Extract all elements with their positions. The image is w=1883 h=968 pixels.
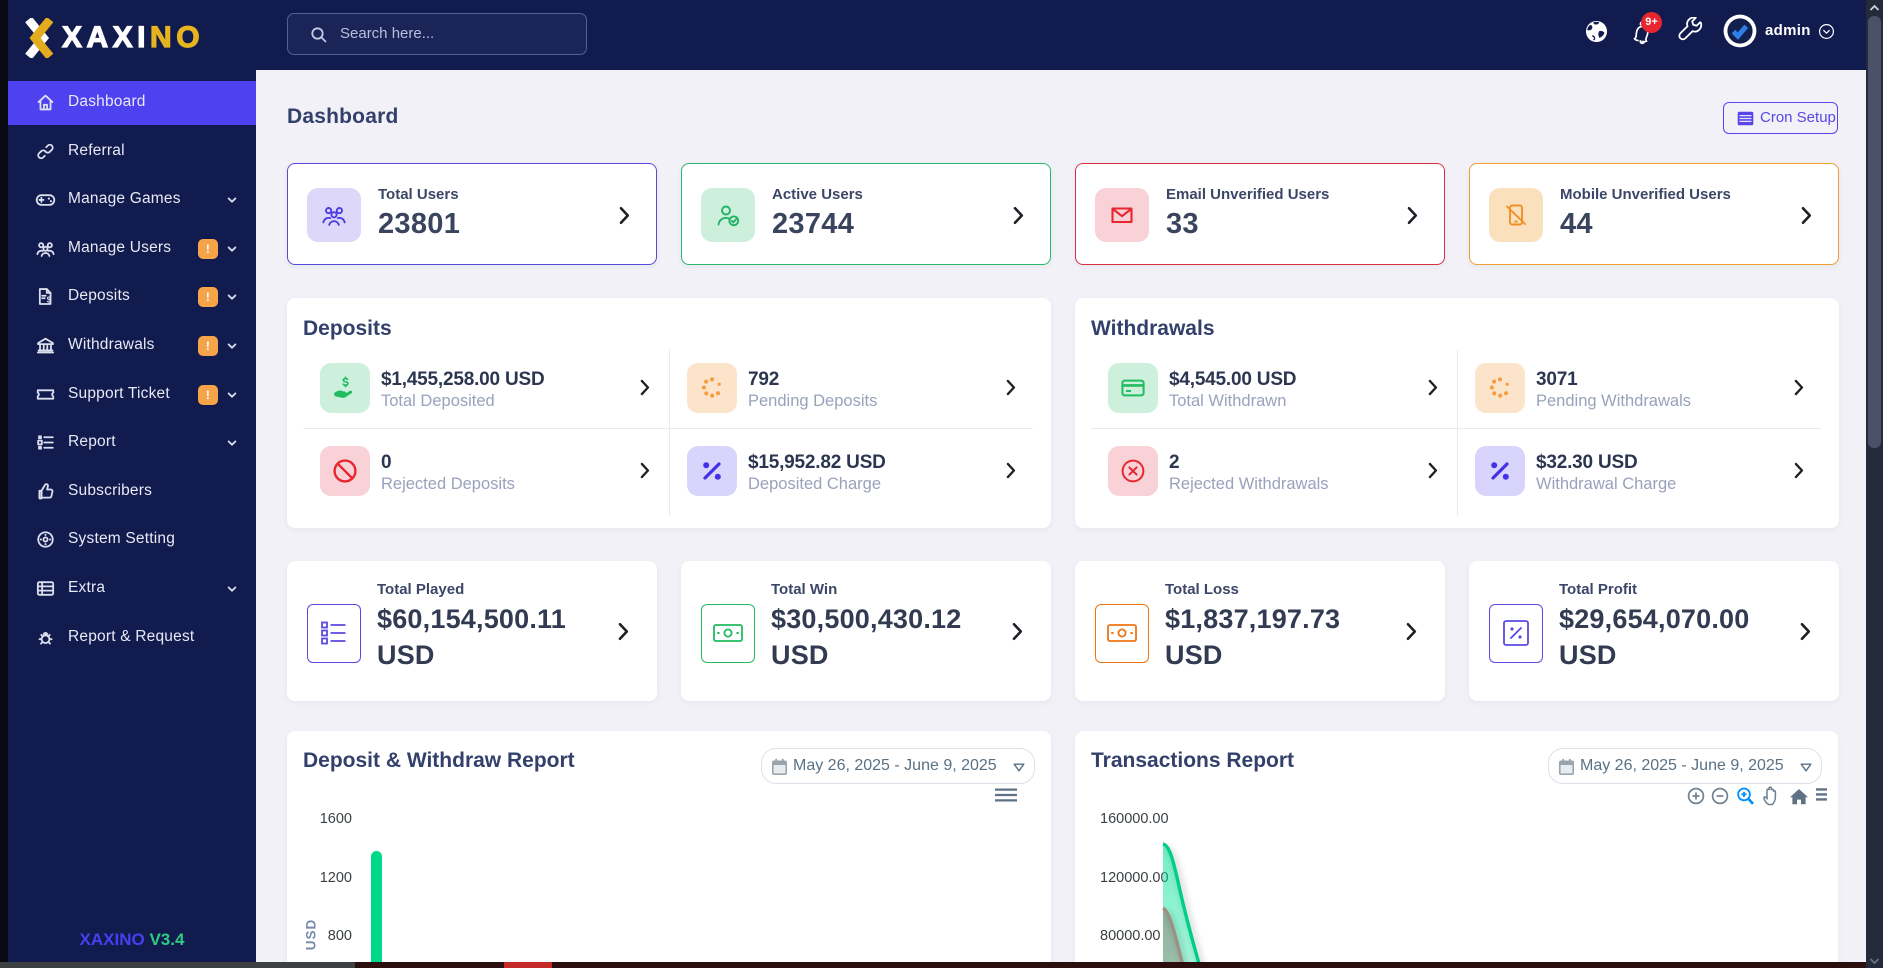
svg-text:$: $ xyxy=(47,295,52,304)
